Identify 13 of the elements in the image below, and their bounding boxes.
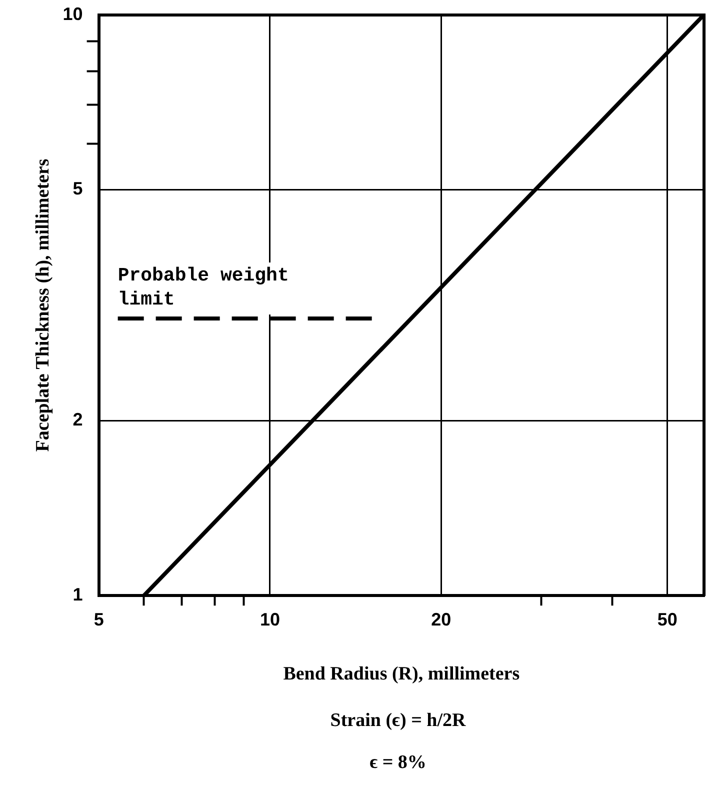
x-tick-label: 5 — [94, 609, 104, 630]
y-tick-label: 1 — [72, 584, 83, 605]
y-tick-label: 5 — [72, 178, 83, 199]
y-tick-label: 10 — [62, 4, 83, 24]
x-axis-title: Bend Radius (R), millimeters — [283, 664, 520, 685]
y-tick-label: 2 — [72, 410, 83, 430]
x-tick-label: 10 — [260, 609, 280, 630]
annotation: Probable weight limit — [118, 264, 289, 310]
x-tick-label: 50 — [657, 609, 678, 630]
x-tick-label: 20 — [431, 609, 452, 630]
y-axis-title: Faceplate Thickness (h), millimeters — [32, 158, 54, 452]
text: Strain (ϵ) = h/2R — [329, 710, 467, 732]
text: ϵ = 8% — [368, 752, 428, 774]
